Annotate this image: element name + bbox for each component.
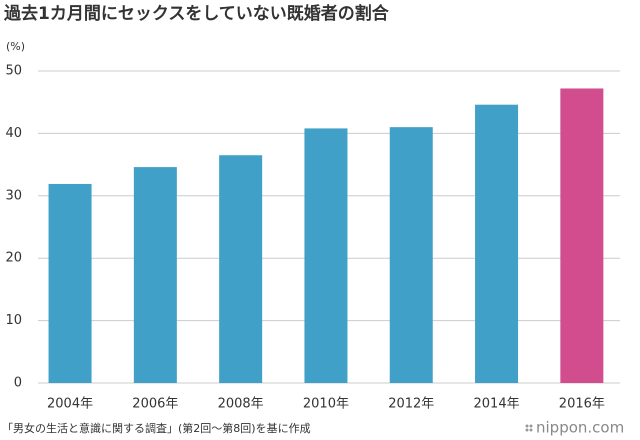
logo: nippon.com [536, 419, 624, 437]
bar [389, 127, 433, 383]
x-tick-label: 2016年 [559, 397, 605, 412]
bar [475, 104, 519, 384]
y-tick-label: 0 [14, 376, 22, 391]
bar [304, 128, 348, 383]
x-tick-label: 2010年 [303, 397, 349, 412]
x-tick-label: 2014年 [474, 397, 520, 412]
source: 「男女の生活と意識に関する調査」(第2回～第8回)を基に作成 [2, 421, 311, 435]
y-tick-label: 50 [5, 64, 22, 79]
bar [133, 167, 177, 383]
bar [48, 183, 92, 383]
y-tick-label: 20 [5, 251, 22, 266]
y-tick-label: 30 [5, 188, 22, 203]
y-tick-label: 10 [5, 313, 22, 328]
chart-title: 過去1カ月間にセックスをしていない既婚者の割合 [4, 3, 390, 24]
x-tick-label: 2004年 [47, 397, 93, 412]
logo-mark [525, 424, 533, 432]
bar [219, 155, 263, 383]
x-tick-label: 2012年 [388, 397, 434, 412]
x-tick-label: 2008年 [218, 397, 264, 412]
y-unit: (%) [6, 40, 25, 53]
x-tick-label: 2006年 [132, 397, 178, 412]
bar [560, 88, 604, 384]
y-tick-label: 40 [5, 126, 22, 141]
